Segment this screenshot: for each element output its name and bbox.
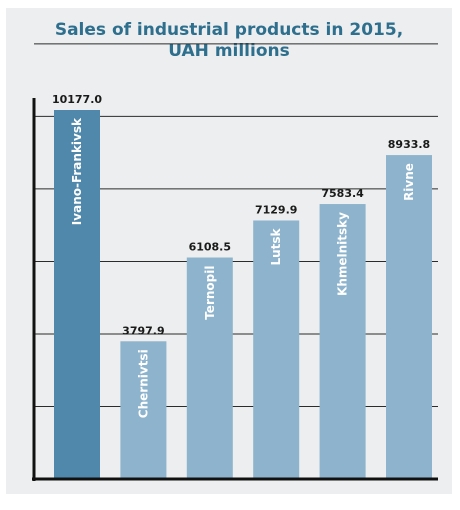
data-label-1: 3797.9 [122, 324, 164, 337]
data-label-0: 10177.0 [52, 93, 102, 106]
bar-1 [120, 341, 167, 479]
bar-2 [186, 257, 233, 479]
bar-0 [54, 110, 100, 479]
chart-title-line-2: UAH millions [168, 41, 290, 61]
category-label-5: Rivne [402, 163, 416, 201]
bar-3 [253, 220, 300, 479]
data-label-2: 6108.5 [189, 241, 231, 254]
data-label-3: 7129.9 [255, 203, 297, 216]
data-label-5: 8933.8 [388, 138, 430, 151]
category-label-1: Chernivtsi [136, 349, 150, 418]
category-label-2: Ternopil [203, 266, 217, 320]
data-label-4: 7583.4 [321, 187, 364, 200]
category-label-4: Khmelnitsky [336, 212, 350, 296]
chart-title-line-1: Sales of industrial products in 2015, [54, 20, 404, 40]
bar-5 [386, 155, 432, 479]
category-label-0: Ivano-Frankivsk [70, 117, 84, 225]
bar-4 [319, 204, 366, 479]
category-label-3: Lutsk [269, 227, 283, 265]
chart-title: Sales of industrial products in 2015, UA… [6, 20, 452, 62]
